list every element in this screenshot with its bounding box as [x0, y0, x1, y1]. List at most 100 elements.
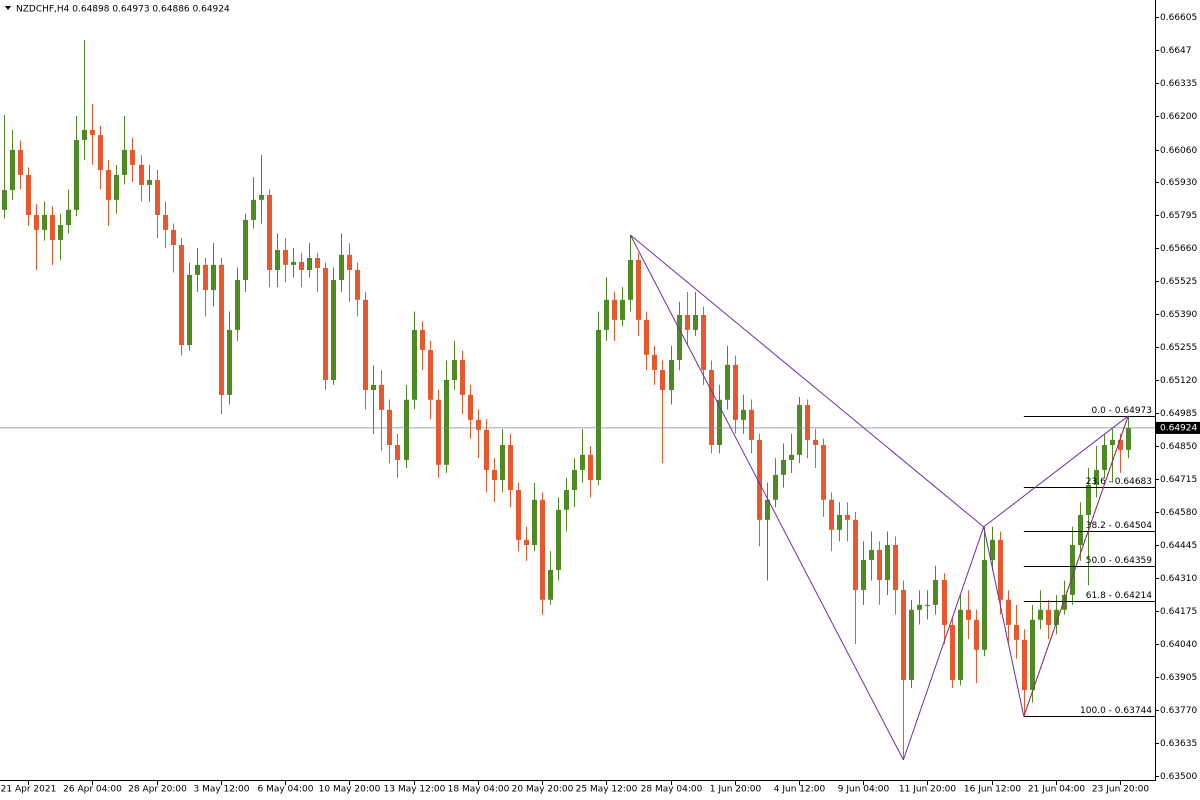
y-tick-label: 0.65930 — [1160, 178, 1197, 188]
candle-body — [628, 259, 633, 300]
candle-body — [299, 261, 304, 270]
candle-body — [371, 384, 376, 391]
candle-body — [283, 249, 288, 265]
x-tick-label: 21 Jun 04:00 — [1028, 785, 1085, 795]
candle-body — [74, 139, 79, 210]
candle-body — [219, 264, 224, 395]
candle-body — [155, 180, 160, 215]
y-tick-label: 0.64040 — [1160, 640, 1197, 650]
pattern-line — [629, 234, 904, 761]
candle-body — [291, 261, 296, 265]
candle-body — [508, 445, 513, 490]
candle-body — [1102, 445, 1107, 470]
candle-body — [733, 364, 738, 420]
fib-label: 50.0 - 0.64359 — [1086, 556, 1152, 566]
candle-body — [669, 359, 674, 391]
candle-body — [395, 445, 400, 460]
candle-body — [909, 609, 914, 680]
y-tick-label: 0.65795 — [1160, 211, 1197, 221]
y-tick-label: 0.66060 — [1160, 146, 1197, 156]
candle-body — [331, 280, 336, 380]
y-tick-label: 0.65660 — [1160, 244, 1197, 254]
fib-label: 23.6 - 0.64683 — [1086, 477, 1152, 487]
candle-body — [588, 454, 593, 480]
candle-body — [660, 369, 665, 391]
candle-body — [1054, 609, 1059, 625]
y-tick-label: 0.66605 — [1160, 13, 1197, 23]
candle-body — [420, 329, 425, 350]
candle-body — [974, 619, 979, 650]
candle-body — [315, 258, 320, 269]
y-tick-label: 0.66335 — [1160, 79, 1197, 89]
candle-body — [564, 490, 569, 510]
candle-body — [484, 429, 489, 470]
y-tick-label: 0.65525 — [1160, 277, 1197, 287]
candle-body — [1118, 439, 1123, 450]
candle-body — [677, 314, 682, 360]
candle-body — [147, 180, 152, 185]
candle-body — [468, 394, 473, 420]
candle-body — [813, 439, 818, 446]
candle-body — [460, 359, 465, 395]
candle-body — [652, 354, 657, 370]
x-tick-label: 1 Jun 20:00 — [710, 785, 762, 795]
candle-body — [171, 229, 176, 246]
candle-body — [725, 364, 730, 400]
candle-body — [765, 499, 770, 520]
candle-body — [717, 399, 722, 446]
candle-body — [363, 299, 368, 391]
candle-body — [355, 270, 360, 300]
candle-body — [195, 264, 200, 275]
candle-body — [805, 404, 810, 440]
candle-body — [749, 409, 754, 440]
candle-body — [556, 509, 561, 570]
candle-body — [114, 174, 119, 200]
candle-body — [933, 579, 938, 605]
candle-body — [773, 474, 778, 500]
candle-body — [1022, 639, 1027, 690]
header-arrow — [5, 6, 11, 10]
y-tick-label: 0.64580 — [1160, 508, 1197, 518]
candle-body — [387, 409, 392, 446]
candle-body — [187, 274, 192, 346]
candle-body — [203, 264, 208, 291]
candle-body — [982, 559, 987, 650]
y-tick-label: 0.65255 — [1160, 343, 1197, 353]
candle-body — [797, 404, 802, 455]
candle-body — [885, 545, 890, 580]
x-tick-label: 26 Apr 04:00 — [63, 785, 122, 795]
candle-body — [1006, 599, 1011, 625]
candle-body — [1126, 427, 1131, 450]
candle-body — [58, 225, 63, 240]
candle-body — [693, 314, 698, 330]
candle-body — [845, 514, 850, 520]
candle-body — [893, 545, 898, 590]
candle-body — [2, 190, 7, 210]
y-tick-label: 0.63500 — [1160, 772, 1197, 782]
fib-trend-line — [1023, 415, 1129, 717]
candle-body — [853, 519, 858, 590]
candle-body — [604, 299, 609, 330]
candle-body — [1014, 624, 1019, 640]
candle-body — [966, 609, 971, 620]
candle-body — [781, 459, 786, 475]
y-tick-label: 0.64985 — [1160, 409, 1197, 419]
candle-body — [139, 164, 144, 185]
candle-body — [925, 604, 930, 606]
candle-body — [1046, 609, 1051, 625]
candle-body — [1070, 545, 1075, 595]
candle-body — [516, 490, 521, 540]
candle-body — [492, 469, 497, 480]
candle-body — [532, 499, 537, 545]
x-tick-label: 4 Jun 12:00 — [774, 785, 826, 795]
candle-body — [404, 399, 409, 460]
fib-label: 100.0 - 0.63744 — [1080, 706, 1152, 716]
candle-body — [1094, 469, 1099, 485]
candle-body — [1086, 484, 1091, 515]
candle-body — [243, 219, 248, 281]
y-tick-label: 0.64445 — [1160, 541, 1197, 551]
candle-body — [379, 384, 384, 410]
pattern-line — [983, 526, 1025, 717]
candle-body — [307, 258, 312, 270]
candle-body — [942, 579, 947, 625]
